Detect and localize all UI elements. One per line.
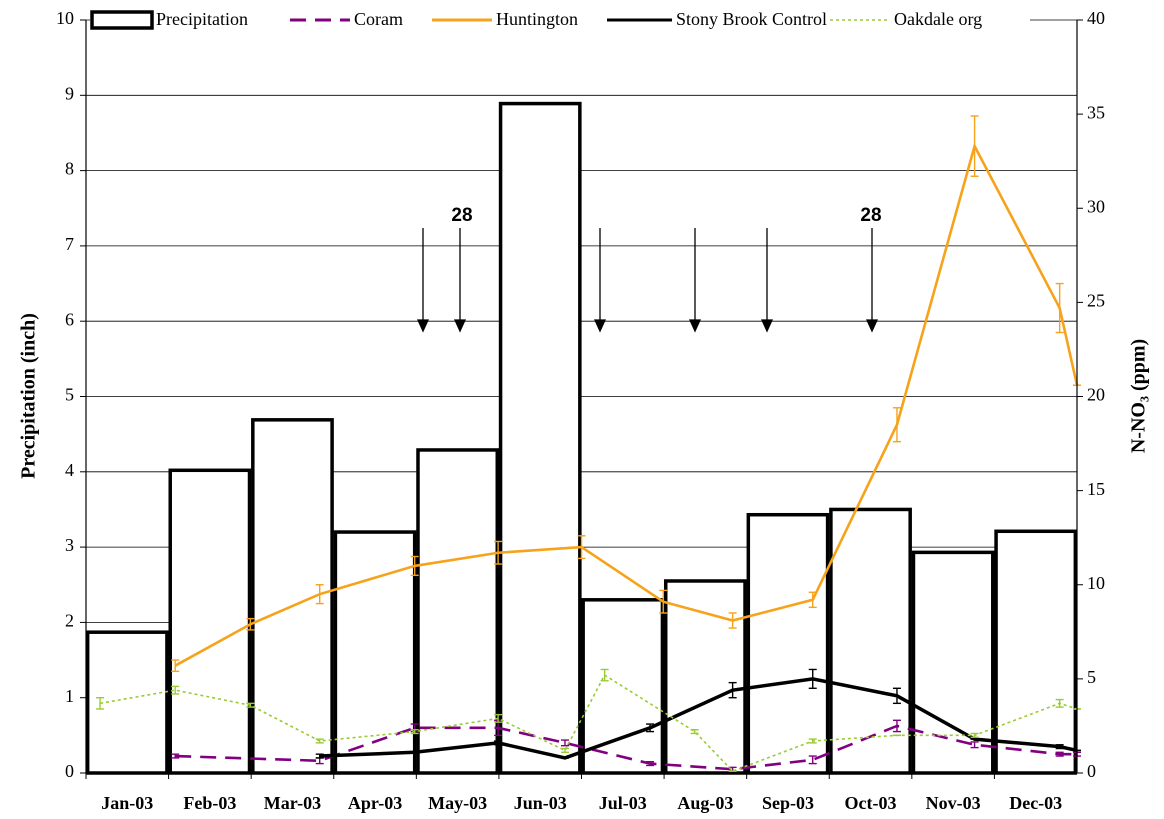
bar [746,512,830,775]
y2-axis-label: N-NO₃ (ppm) [1128,339,1150,453]
legend-label: Coram [354,9,403,29]
y2-tick-label: 30 [1087,196,1105,216]
y-tick-label: 10 [56,8,74,28]
error-bar [494,540,503,565]
bar [333,530,417,775]
x-tick-label: May-03 [428,793,487,813]
error-bar [560,747,569,753]
error-bar [808,591,817,609]
annotation: 28 [860,205,881,226]
x-tick-label: Feb-03 [183,793,236,813]
y2-tick-label: 0 [1087,761,1096,781]
error-bar [96,697,105,710]
y-tick-label: 5 [65,385,74,405]
x-tick-label: Dec-03 [1009,793,1062,813]
error-bar [577,535,586,560]
error-bar [246,702,255,708]
error-bar [171,753,180,759]
bar [994,529,1078,775]
error-bar [171,659,180,673]
bar [911,550,995,775]
y-tick-label: 7 [65,234,74,254]
annotation: 28 [451,205,472,226]
y-tick-label: 6 [65,309,74,329]
error-bar [808,755,817,765]
error-bar [410,555,419,577]
error-bar [728,681,737,699]
y2-tick-label: 20 [1087,385,1105,405]
y2-tick-label: 25 [1087,291,1105,311]
error-bar [1055,282,1064,334]
error-bar [970,741,979,749]
error-bar [970,115,979,177]
bar [663,579,747,775]
x-tick-label: Oct-03 [845,793,897,813]
error-bar [600,668,609,682]
error-bar [410,729,419,735]
legend-label: Precipitation [156,9,248,29]
error-bar [315,738,324,744]
error-bar [808,668,817,689]
error-bar [1055,744,1064,750]
bar [581,598,665,775]
bar [416,448,500,775]
x-tick-label: Apr-03 [348,793,402,813]
y-tick-label: 0 [65,761,74,781]
error-bar [690,729,699,735]
error-bar [892,719,901,733]
y-tick-label: 8 [65,159,74,179]
error-bar [970,732,979,738]
error-bar [560,739,569,747]
x-tick-label: Nov-03 [926,793,981,813]
error-bar [1055,751,1064,757]
error-bar [315,753,324,759]
x-tick-label: Mar-03 [264,793,321,813]
y-axis-label: Precipitation (inch) [18,313,40,479]
error-bar [808,738,817,744]
y2-tick-label: 10 [1087,573,1105,593]
error-bar [1055,698,1064,708]
error-bar [494,740,503,746]
error-bar [315,584,324,605]
bar [168,468,252,775]
error-bar [246,617,255,631]
x-tick-label: Jul-03 [599,793,647,813]
y-tick-label: 4 [65,460,74,480]
arrows [416,228,879,333]
bar [829,507,912,775]
y-tick-label: 1 [65,686,74,706]
error-bar [892,687,901,705]
y2-tick-label: 40 [1087,8,1105,28]
legend-label: Huntington [496,9,578,29]
y2-tick-label: 15 [1087,479,1105,499]
y2-tick-label: 5 [1087,667,1096,687]
x-tick-label: Aug-03 [677,793,733,813]
error-bar [892,407,901,443]
error-bar [659,589,668,614]
legend-background [90,8,1030,34]
error-bar [494,713,503,723]
line [175,724,1077,771]
legend-label: Oakdale org [894,9,982,29]
y-tick-label: 2 [65,611,74,631]
error-bar [728,612,737,629]
error-bar [646,723,655,733]
legend-swatch [90,10,154,30]
x-tick-label: Jan-03 [101,793,153,813]
y-tick-label: 9 [65,83,74,103]
error-bar [171,685,180,695]
bar [498,101,582,775]
y-tick-label: 3 [65,535,74,555]
legend-label: Stony Brook Control [676,9,827,29]
y2-tick-label: 35 [1087,102,1105,122]
error-bar [646,761,655,767]
x-tick-label: Sep-03 [762,793,814,813]
x-tick-label: Jun-03 [514,793,567,813]
